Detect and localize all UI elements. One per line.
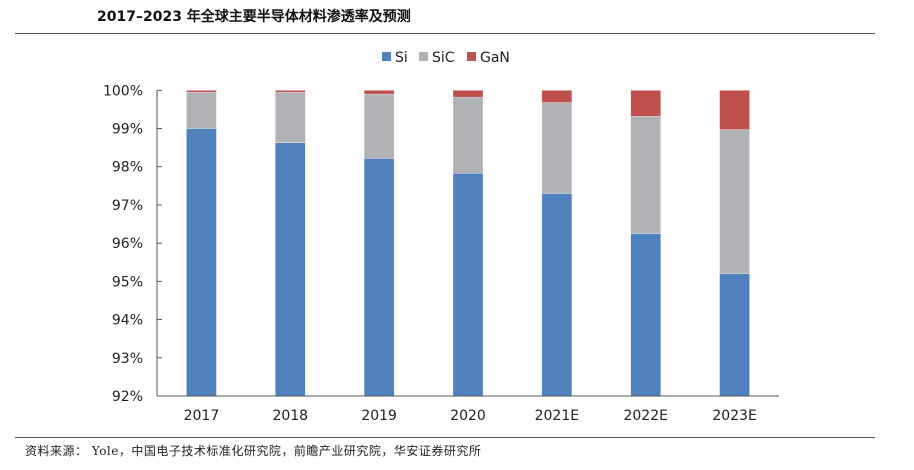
- y-tick-label: 92%: [112, 389, 143, 405]
- bar-gan-2022e: [630, 90, 662, 117]
- bar-gan-2019: [363, 90, 395, 95]
- legend-swatch-gan: [467, 52, 476, 61]
- x-tick-label: 2017: [184, 408, 220, 424]
- bar-sic-2018: [274, 91, 306, 143]
- bar-si-2023e: [719, 273, 750, 397]
- y-tick-label: 97%: [112, 198, 143, 214]
- bar-sic-2017: [186, 91, 217, 129]
- bar-si-2017: [186, 128, 217, 397]
- x-tick-label: 2019: [361, 408, 397, 424]
- bars: [186, 90, 750, 397]
- y-tick-label: 95%: [112, 274, 143, 290]
- footer-divider: [15, 437, 875, 438]
- y-tick-label: 93%: [112, 351, 143, 367]
- x-tick-label: 2021E: [535, 408, 579, 424]
- bar-gan-2018: [274, 90, 306, 93]
- y-axis: 92% 93% 94% 95% 96% 97% 98% 99% 100%: [103, 83, 162, 405]
- y-tick-label: 94%: [112, 313, 143, 329]
- y-tick-label: 98%: [112, 160, 143, 176]
- y-tick-label: 96%: [112, 236, 143, 252]
- bar-sic-2020: [452, 96, 484, 174]
- bar-si-2018: [274, 142, 306, 397]
- legend-swatch-sic: [419, 52, 428, 61]
- bar-sic-2021e: [541, 102, 573, 194]
- bar-si-2021e: [541, 193, 573, 397]
- legend-label-gan: GaN: [480, 50, 510, 66]
- x-tick-label: 2022E: [623, 408, 667, 424]
- x-tick-label: 2020: [450, 408, 486, 424]
- bar-sic-2022e: [630, 115, 662, 234]
- bar-gan-2021e: [541, 90, 573, 103]
- title-divider: [15, 33, 875, 34]
- x-tick-label: 2023E: [712, 408, 756, 424]
- source-note: 资料来源： Yole，中国电子技术标准化研究院，前瞻产业研究院，华安证券研究所: [25, 444, 482, 458]
- chart-title: 2017–2023 年全球主要半导体材料渗透率及预测: [97, 9, 411, 25]
- bar-si-2020: [452, 172, 484, 397]
- bar-gan-2020: [452, 90, 484, 98]
- legend: Si SiC GaN: [382, 50, 510, 66]
- y-tick-label: 99%: [112, 122, 143, 138]
- bar-gan-2023e: [719, 90, 750, 130]
- x-tick-label: 2018: [272, 408, 308, 424]
- bar-sic-2019: [363, 93, 395, 159]
- legend-label-sic: SiC: [432, 50, 455, 66]
- legend-swatch-si: [382, 52, 391, 61]
- bar-si-2019: [363, 158, 395, 397]
- y-tick-label: 100%: [103, 83, 143, 99]
- bar-sic-2023e: [719, 129, 750, 275]
- x-axis: 2017 2018 2019 2020 2021E 2022E 2023E: [157, 395, 779, 424]
- bar-gan-2017: [186, 90, 217, 93]
- legend-label-si: Si: [395, 50, 408, 66]
- bar-si-2022e: [630, 233, 662, 397]
